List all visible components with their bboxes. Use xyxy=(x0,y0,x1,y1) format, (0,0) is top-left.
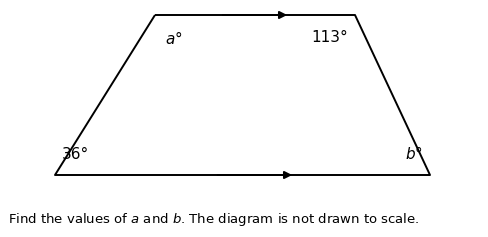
Text: $b$°: $b$° xyxy=(405,145,423,162)
Text: 36°: 36° xyxy=(62,147,89,162)
Text: 113°: 113° xyxy=(311,30,348,45)
Text: Find the values of $a$ and $b$. The diagram is not drawn to scale.: Find the values of $a$ and $b$. The diag… xyxy=(8,211,420,228)
Text: $a$°: $a$° xyxy=(165,30,183,47)
